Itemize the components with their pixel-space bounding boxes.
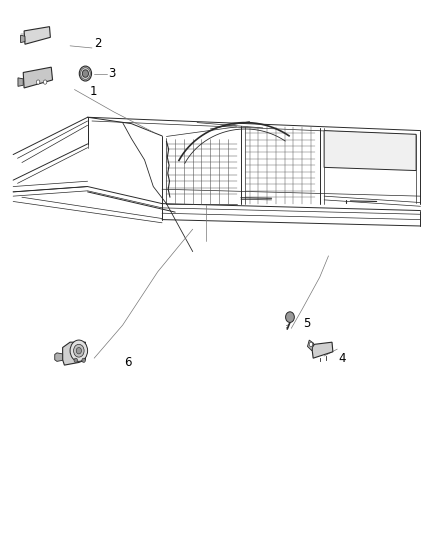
Circle shape xyxy=(286,312,294,322)
Bar xyxy=(354,142,371,149)
Bar xyxy=(332,142,349,149)
Polygon shape xyxy=(23,67,53,88)
Text: 5: 5 xyxy=(304,317,311,330)
Circle shape xyxy=(79,66,92,81)
Circle shape xyxy=(36,80,40,84)
Bar xyxy=(332,150,349,156)
Bar xyxy=(354,150,371,156)
Circle shape xyxy=(82,70,88,77)
Polygon shape xyxy=(324,131,416,171)
Text: 1: 1 xyxy=(90,85,97,98)
Text: 4: 4 xyxy=(339,352,346,365)
Circle shape xyxy=(74,358,78,362)
Circle shape xyxy=(74,344,84,357)
Circle shape xyxy=(309,342,313,346)
Text: 3: 3 xyxy=(109,67,116,80)
Text: 2: 2 xyxy=(94,37,102,50)
Bar xyxy=(376,142,392,149)
Circle shape xyxy=(43,80,47,84)
Polygon shape xyxy=(18,78,23,86)
Circle shape xyxy=(82,358,85,362)
Bar xyxy=(332,157,349,164)
Polygon shape xyxy=(24,27,50,44)
Polygon shape xyxy=(63,342,85,365)
Polygon shape xyxy=(55,353,63,361)
Polygon shape xyxy=(307,340,314,351)
Polygon shape xyxy=(312,342,333,358)
Bar xyxy=(376,150,392,156)
Polygon shape xyxy=(21,35,25,43)
Text: 6: 6 xyxy=(124,356,131,369)
Circle shape xyxy=(76,348,81,354)
Circle shape xyxy=(70,340,88,361)
